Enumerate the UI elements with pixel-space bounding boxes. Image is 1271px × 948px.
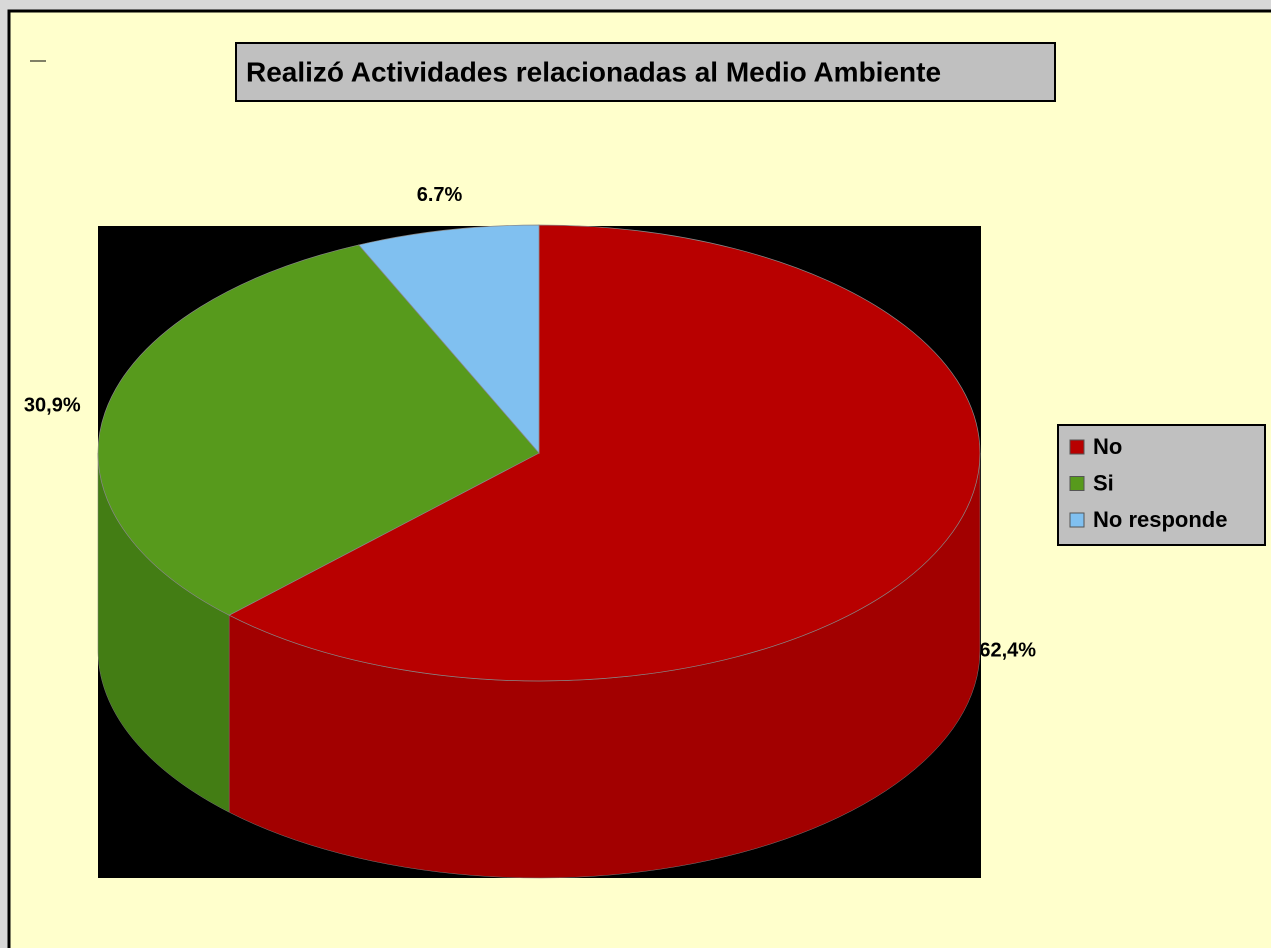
legend-swatch [1069,439,1085,455]
data-label: 6.7% [417,184,463,206]
legend: No Si No responde [1069,434,1227,532]
data-label: 30,9% [24,394,81,416]
pie [97,224,981,879]
legend-swatch [1069,512,1085,528]
pie-slice [228,224,981,682]
data-labels: 62,4% 30,9% 6.7% [24,184,1036,662]
legend-swatch [1069,476,1085,491]
legend-label: Si [1093,470,1114,495]
pie-slice [97,244,540,616]
data-label: 62,4% [979,640,1036,662]
legend-box [1057,424,1266,546]
pie-slice [358,224,540,454]
chart-title: Realizó Actividades relacionadas al Medi… [246,56,941,87]
title-box [235,42,1056,102]
legend-label: No responde [1093,507,1227,532]
legend-label: No [1093,434,1122,459]
